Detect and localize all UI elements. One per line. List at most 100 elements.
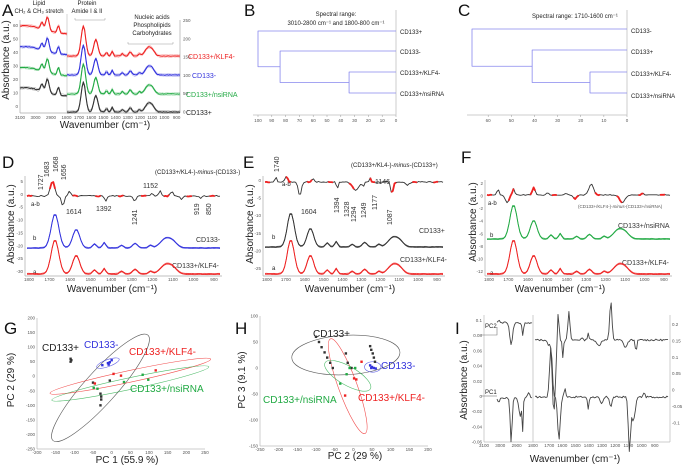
- f-title-post: -(CD133+/nsiRNA): [625, 204, 663, 209]
- a-ytick-right-150: 150: [183, 55, 191, 60]
- f-xtick-1200: 1200: [601, 277, 612, 282]
- d-ytick-5: 5: [20, 179, 23, 184]
- g-xlabel: PC 1 (55.9 %): [96, 455, 159, 466]
- d-trace-diff: [26, 181, 221, 206]
- f-xtick-1300: 1300: [581, 277, 592, 282]
- region-label-nucleic: Nucleic acids: [134, 15, 169, 21]
- a-series-fp-1-2: [66, 46, 181, 77]
- d-peak-1668: 1668: [53, 156, 60, 172]
- h-group-nsirna: CD133+/nsiRNA: [263, 395, 337, 406]
- region-label-phospholipids: Phospholipids: [133, 23, 170, 29]
- h-point-0-10: [368, 344, 372, 348]
- i-ylabel: Absorbance (a.u.): [459, 340, 470, 420]
- i-ytick-left-0.08: 0.08: [473, 333, 482, 338]
- d-peak-919: 919: [194, 203, 201, 215]
- c-ticklabel-60: 60: [486, 118, 492, 123]
- g-ytick-200: 200: [27, 316, 35, 321]
- e-peak-1740: 1740: [274, 156, 281, 172]
- f-xtick-1400: 1400: [562, 277, 573, 282]
- d-title-post: -(CD133-): [214, 170, 241, 176]
- f-trace-b-2: [486, 206, 671, 240]
- i-ytick-left--0.04: -0.04: [472, 424, 483, 429]
- i-ytick-left--0.02: -0.02: [472, 409, 483, 414]
- h-xtick--200: -200: [274, 447, 284, 452]
- e-trace-a-2: [265, 241, 444, 276]
- a-ytick-left-30: 30: [13, 64, 19, 69]
- panel-e: (CD133+/KL4-)-minus-(CD133+) 1740 1604 1…: [245, 156, 448, 295]
- e-xtick-1700: 1700: [281, 277, 292, 282]
- g-point-2-3: [93, 382, 97, 385]
- g-point-1-1: [106, 361, 110, 365]
- a-series-fp-2-1: [67, 63, 181, 95]
- g-ytick-150: 150: [27, 330, 35, 335]
- d-ytick-0: 0: [20, 192, 23, 197]
- e-xtick-1000: 1000: [413, 277, 424, 282]
- a-ytick-right-250: 250: [183, 18, 191, 23]
- h-point-0-7: [344, 352, 348, 355]
- region-label-carbohydrates: Carbohydrates: [132, 31, 171, 37]
- h-point-0-5: [328, 361, 332, 364]
- i-ytick-right-0.2: 0.2: [672, 322, 679, 327]
- a-series-lipid-0-2: [19, 17, 68, 36]
- g-point-3-1: [96, 387, 99, 390]
- e-trace-ab: a-b: [282, 182, 291, 188]
- a-xtick-900: 900: [173, 115, 181, 120]
- d-sig-segment: [26, 194, 33, 197]
- e-peak-1249: 1249: [361, 202, 368, 218]
- a-xtick-2900: 2900: [46, 115, 57, 120]
- h-ytick-50: 50: [253, 340, 259, 345]
- g-point-1-0: [101, 363, 104, 367]
- f-ytick--8: -8: [479, 244, 483, 249]
- d-ylabel: Absorbance (a.u.): [6, 184, 17, 264]
- e-title-post: -(CD133+): [410, 163, 438, 169]
- f-trace-ab: a-b: [488, 201, 497, 207]
- h-point-2-3: [343, 394, 347, 397]
- h-ytick--100: -100: [249, 418, 259, 423]
- b-ticklabel-40: 40: [338, 118, 344, 123]
- a-legend-cd133pos: CD133+: [186, 110, 212, 117]
- b-leaf-1: CD133+: [400, 30, 423, 36]
- a-series-fp-0-2: [66, 26, 181, 58]
- d-sig-segment: [48, 181, 56, 190]
- h-xtick--250: -250: [255, 447, 265, 452]
- f-trace-b: b: [490, 233, 494, 239]
- g-point-0-5: [99, 392, 102, 395]
- c-branch-2: [531, 49, 627, 83]
- panel-label-c: C: [458, 1, 470, 20]
- g-xtick-0: 0: [110, 450, 113, 455]
- g-xtick--150: -150: [51, 450, 61, 455]
- e-sig-segment: [327, 180, 334, 184]
- i-ytick-right-0.15: 0.15: [672, 338, 681, 343]
- a-series-lipid-1-2: [19, 38, 68, 57]
- a-ytick-left-20: 20: [13, 77, 19, 82]
- a-ytick-left-50: 50: [13, 37, 19, 42]
- e-title-minus: minus: [394, 163, 410, 169]
- h-ytick-0: 0: [255, 366, 258, 371]
- d-xtick-1300: 1300: [127, 277, 138, 282]
- f-ytick-2: 2: [480, 181, 483, 186]
- f-sig-segment: [572, 194, 580, 200]
- d-title: (CD133+/KL4-)-minus-(CD133-): [155, 170, 240, 176]
- h-point-3-3: [339, 382, 342, 385]
- b-title-2: 3010-2800 cm⁻¹ and 1800-800 cm⁻¹: [287, 21, 384, 27]
- h-xlabel: PC 2 (29 %): [328, 451, 382, 462]
- f-xtick-1000: 1000: [640, 277, 651, 282]
- a-legend-nsirna: CD133+/nsiRNA: [186, 92, 238, 99]
- d-peak-1727: 1727: [38, 174, 45, 190]
- i-ytick-right-0.05: 0.05: [672, 371, 681, 376]
- g-ytick--100: -100: [26, 403, 36, 408]
- h-group-cd133neg: CD133-: [381, 361, 415, 372]
- f-sig-segment: [616, 195, 623, 204]
- g-point-3-3: [141, 373, 144, 376]
- c-ticklabel-30: 30: [555, 118, 561, 123]
- b-ticklabel-90: 90: [269, 118, 275, 123]
- d-sig-segment: [72, 194, 79, 198]
- f-title-pre: (CD133+/KLF4-)-: [578, 204, 613, 209]
- e-xtick-1600: 1600: [300, 277, 311, 282]
- a-series-lipid-3-1: [19, 78, 68, 97]
- g-point-0-3: [91, 381, 95, 384]
- g-point-0-7: [100, 398, 103, 401]
- d-sig-segment: [95, 194, 102, 198]
- panel-label-h: H: [235, 319, 247, 338]
- c-ticklabel-10: 10: [601, 118, 607, 123]
